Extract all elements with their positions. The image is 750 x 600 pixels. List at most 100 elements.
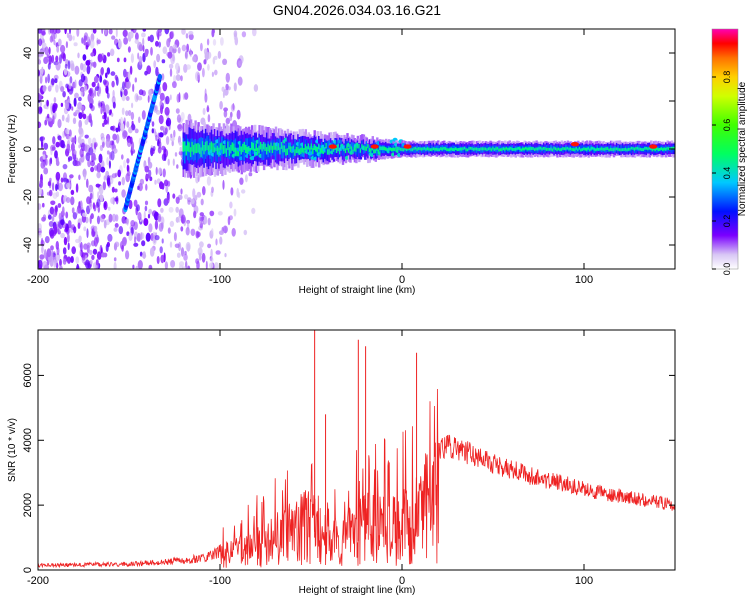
band-cell [237, 148, 240, 157]
band-cell [592, 146, 595, 150]
noise-speck [130, 111, 135, 121]
noise-speck [74, 79, 77, 89]
noise-speck [88, 113, 92, 124]
band-cell [201, 141, 205, 151]
noise-speck [133, 242, 139, 247]
band-cell [542, 146, 546, 150]
noise-speck [45, 158, 48, 166]
noise-speck [39, 254, 45, 260]
band-cell [233, 143, 236, 152]
band-cell [416, 148, 419, 151]
band-cell [522, 147, 525, 151]
band-cell [596, 147, 599, 151]
noise-speck [135, 265, 139, 269]
noise-speck [137, 95, 143, 101]
band-cell [428, 147, 431, 151]
noise-speck [102, 115, 105, 120]
band-cell [185, 145, 188, 156]
noise-speck [93, 75, 99, 84]
band-cell [480, 147, 483, 151]
noise-speck [129, 65, 133, 75]
band-cell [614, 147, 617, 151]
noise-speck [47, 113, 50, 119]
band-cell [280, 143, 284, 159]
noise-speck [55, 55, 59, 63]
noise-speck [148, 208, 153, 215]
noise-speck [155, 134, 158, 141]
band-cell [626, 148, 629, 152]
noise-speck [173, 75, 177, 83]
noise-speck [153, 60, 157, 69]
band-cell [257, 147, 260, 156]
band-cell [441, 147, 444, 151]
band-cell [391, 148, 394, 152]
band-cell [377, 149, 380, 154]
noise-speck [114, 241, 120, 248]
band-cell [358, 144, 361, 149]
noise-speck [104, 80, 109, 88]
band-cell [258, 145, 261, 154]
band-cell [377, 144, 380, 153]
band-cell [268, 145, 272, 153]
noise-speck [43, 56, 49, 64]
band-cell [530, 147, 534, 150]
noise-speck [148, 161, 153, 169]
noise-speck [107, 206, 111, 211]
band-cell [380, 146, 383, 151]
noise-speck [68, 34, 73, 42]
band-cell [265, 147, 269, 155]
noise-speck [142, 251, 146, 259]
band-cell [660, 147, 663, 150]
noise-speck [145, 174, 150, 179]
noise-speck [71, 207, 75, 214]
noise-speck [89, 87, 92, 97]
noise-speck [133, 199, 138, 207]
noise-speck [177, 215, 181, 223]
noise-speck [248, 172, 253, 177]
band-cell [635, 146, 638, 153]
noise-speck [46, 54, 49, 59]
noise-speck [42, 260, 48, 269]
band-cell [548, 147, 552, 151]
band-cell [528, 147, 531, 151]
noise-speck [66, 143, 71, 152]
noise-speck [217, 211, 223, 216]
band-cell [419, 147, 422, 151]
noise-speck [184, 194, 189, 200]
band-cell [635, 146, 638, 150]
noise-speck [211, 228, 214, 235]
colorbar: 0.0 0.2 0.4 0.6 0.8 Normalized spectral ampl… [711, 28, 748, 275]
noise-speck [52, 114, 55, 125]
band-cell [261, 143, 264, 161]
band-cell [261, 144, 264, 152]
band-cell [396, 146, 400, 150]
noise-speck [39, 179, 44, 189]
band-cell [337, 146, 340, 152]
noise-speck [210, 248, 213, 259]
noise-speck [169, 68, 173, 77]
noise-speck [218, 230, 224, 235]
noise-speck [91, 152, 96, 161]
band-cell [404, 147, 407, 151]
spectrogram-heatmap [38, 29, 675, 269]
noise-speck [196, 260, 200, 269]
band-cell [352, 149, 355, 155]
noise-speck [127, 110, 132, 116]
noise-speck [112, 133, 117, 141]
noise-speck [114, 188, 118, 193]
band-cell [623, 148, 626, 151]
band-cell [565, 147, 568, 151]
noise-speck [73, 42, 78, 47]
noise-speck [241, 31, 247, 38]
noise-speck [47, 214, 52, 220]
band-cell [593, 147, 596, 151]
noise-speck [62, 164, 68, 170]
noise-speck [214, 262, 219, 269]
noise-speck [225, 117, 230, 125]
noise-speck [110, 197, 115, 205]
noise-speck [187, 265, 191, 269]
noise-speck [111, 173, 117, 179]
noise-speck [78, 79, 83, 87]
noise-speck [144, 205, 148, 212]
band-cell [443, 146, 446, 150]
